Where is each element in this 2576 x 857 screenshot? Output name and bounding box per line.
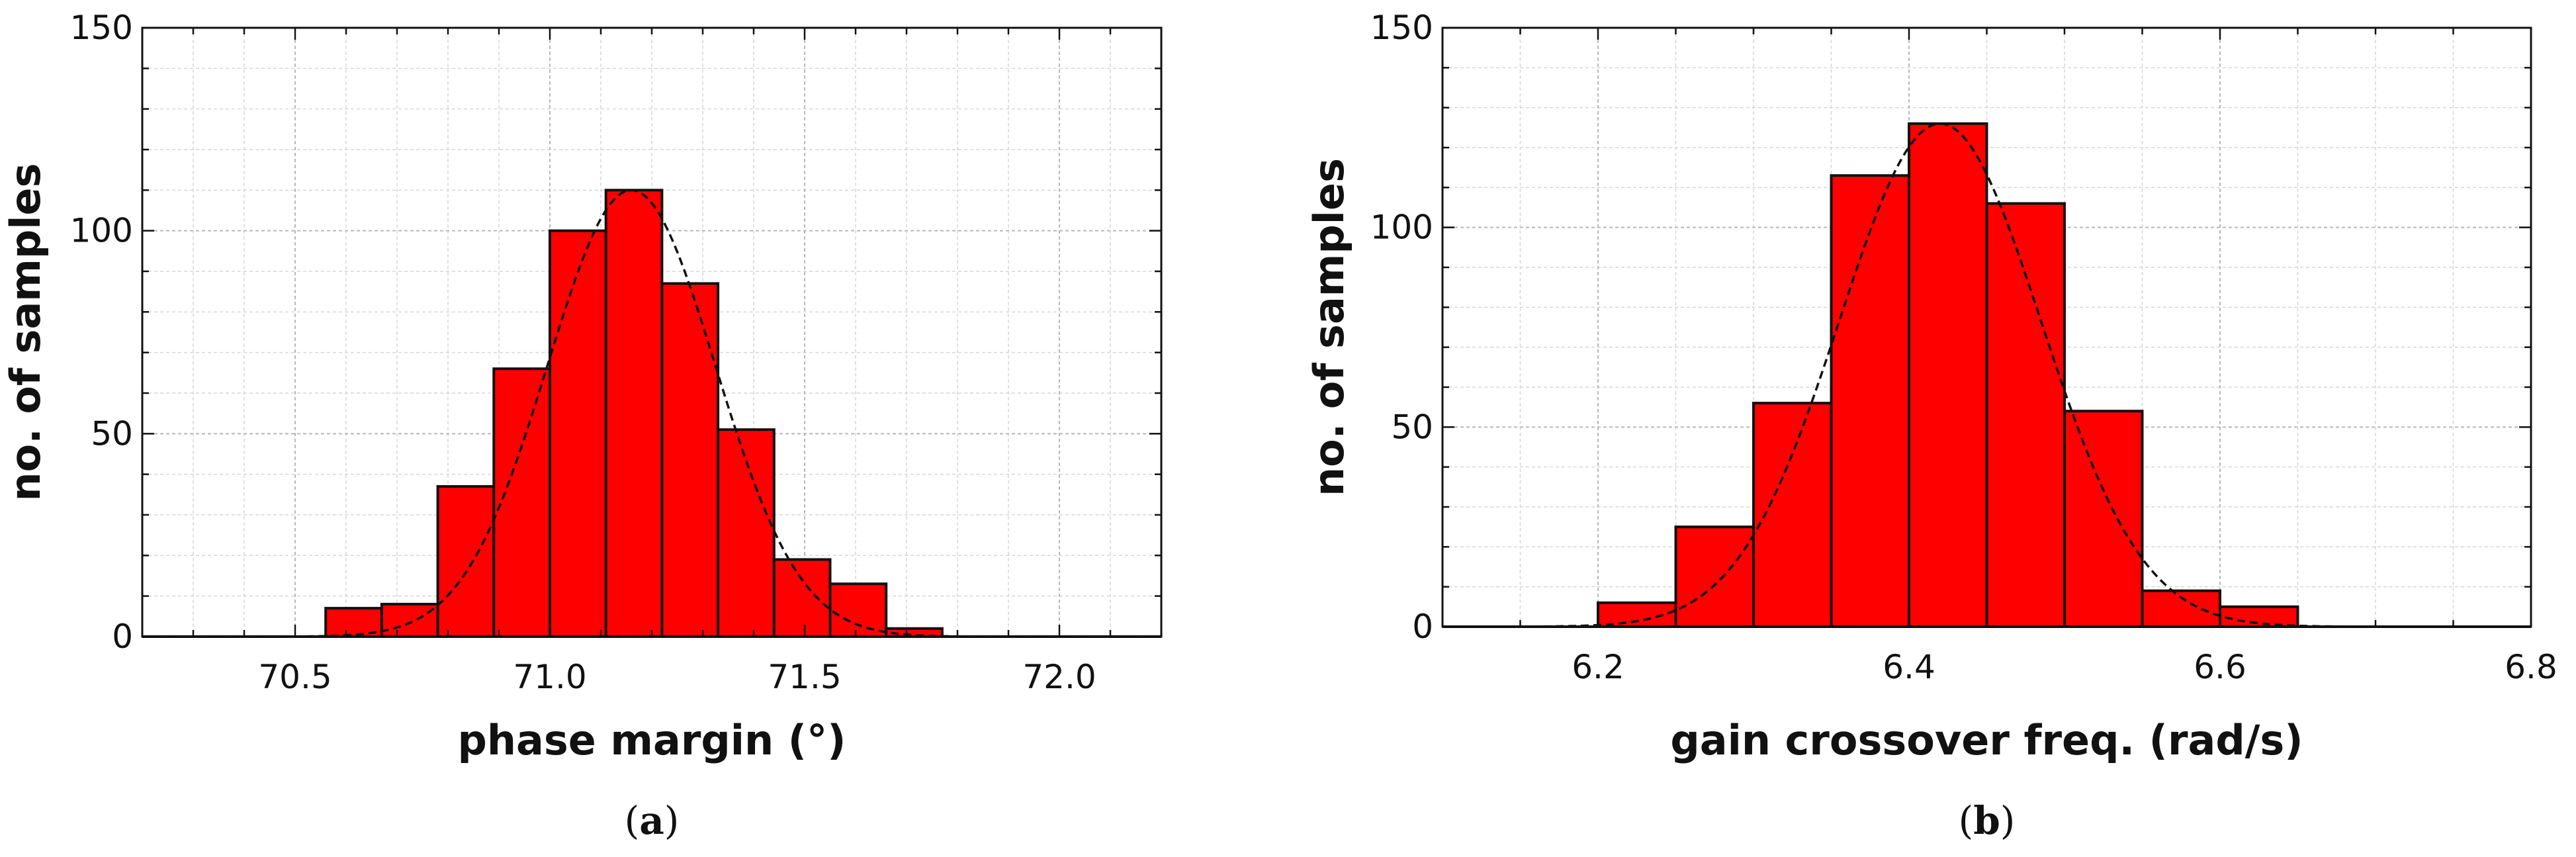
histogram-bar (1908, 122, 1988, 629)
x-tick-label: 70.5 (258, 658, 332, 696)
y-tick-label: 100 (70, 212, 133, 250)
y-tick-label: 100 (1370, 208, 1433, 247)
y-tick-label: 150 (1370, 9, 1433, 47)
x-axis-label: gain crossover freq. (rad/s) (1670, 716, 2303, 764)
panel-letter: a (639, 798, 664, 843)
histogram-bar (604, 189, 664, 639)
histogram-gain-crossover: 6.2 6.4 6.6 6.8 0 50 100 150 gain crossover fre… (1305, 9, 2557, 843)
normal-fit-curve (1443, 122, 2531, 628)
x-tick-label: 72.0 (1022, 658, 1096, 696)
panel-label: (b) (1959, 798, 2016, 843)
histogram-bar (380, 602, 439, 639)
y-axis-label: no. of samples (1, 163, 50, 502)
histogram-bar (772, 558, 832, 639)
y-axis-label: no. of samples (1305, 158, 1353, 496)
histogram-phase-margin: 70.5 71.0 71.5 72.0 0 50 100 150 phase margin (… (1, 9, 1163, 843)
histogram-bar (549, 229, 607, 638)
histogram-bar (2219, 605, 2299, 628)
histogram-bar (492, 367, 551, 638)
y-tick-label: 50 (1391, 408, 1433, 446)
histogram-bar (1830, 174, 1910, 628)
y-tick-label: 0 (1412, 608, 1433, 646)
x-tick-label: 6.6 (2194, 648, 2246, 686)
histogram-bar (828, 582, 888, 638)
histogram-bar (1597, 601, 1677, 628)
x-tick-label: 6.2 (1572, 648, 1624, 686)
x-tick-label: 71.5 (768, 658, 841, 696)
y-tick-label: 150 (70, 9, 133, 47)
histogram-bar (717, 428, 776, 638)
histogram-bar (1674, 525, 1755, 629)
panel-letter: b (1973, 798, 2000, 843)
x-tick-label: 6.8 (2505, 648, 2557, 686)
x-axis-label: phase margin (°) (458, 716, 846, 764)
histogram-bar (2063, 410, 2144, 628)
x-tick-label: 71.0 (513, 658, 586, 696)
panel-label: (a) (625, 798, 680, 843)
x-tick-label: 6.4 (1883, 648, 1935, 686)
histogram-bar (436, 485, 496, 638)
y-tick-label: 50 (91, 414, 133, 453)
histogram-bar (660, 282, 720, 638)
y-tick-label: 0 (112, 617, 133, 656)
histogram-bar (1985, 202, 2066, 628)
